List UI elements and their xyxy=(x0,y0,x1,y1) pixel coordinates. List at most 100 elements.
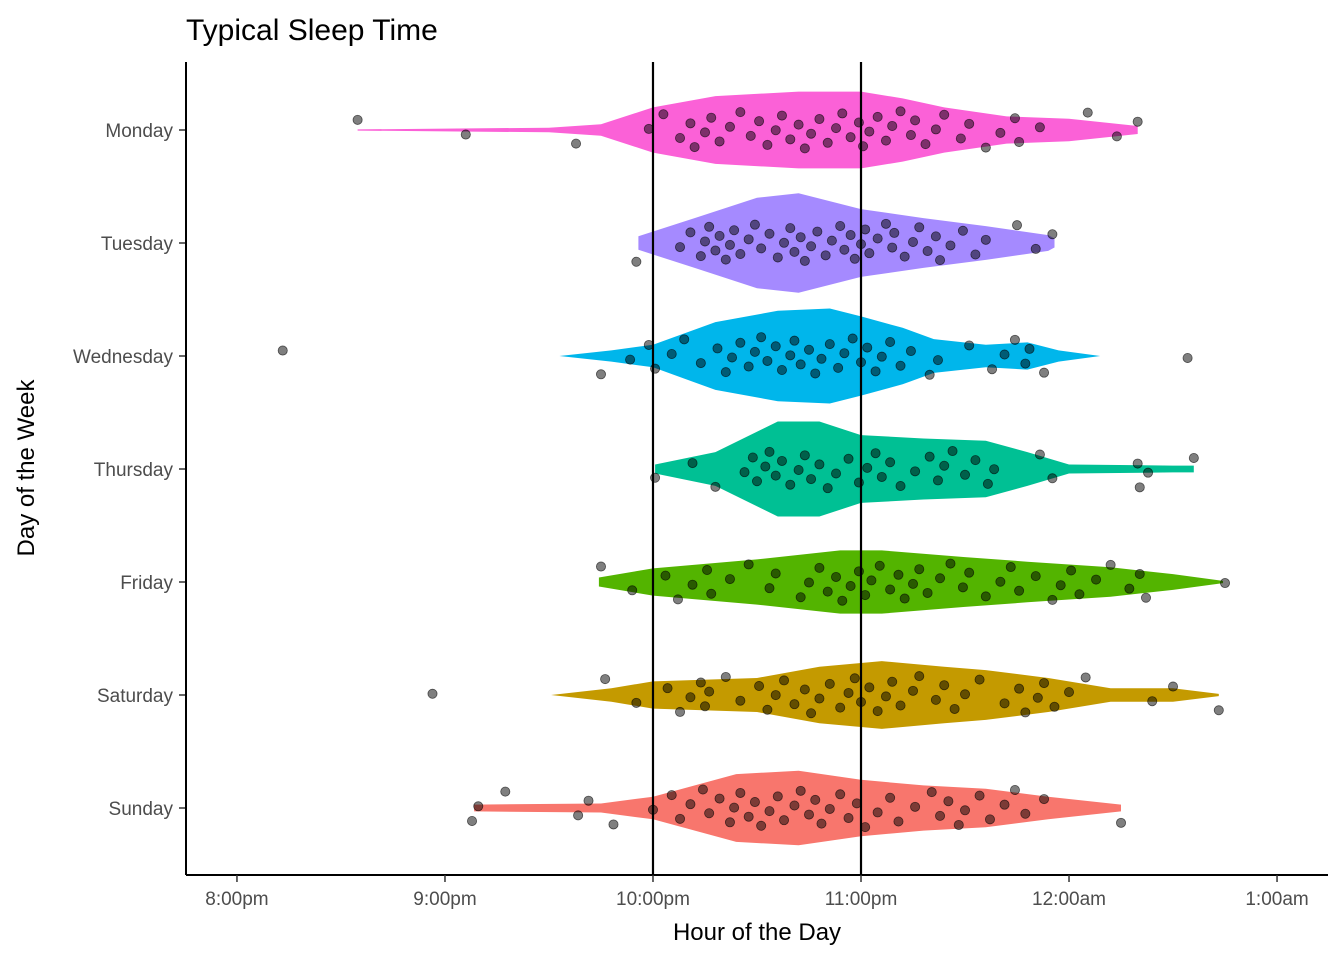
data-point-tuesday xyxy=(772,252,783,263)
data-point-wednesday xyxy=(824,339,835,350)
data-point-saturday xyxy=(872,706,883,717)
data-point-sunday xyxy=(500,786,511,797)
data-point-wednesday xyxy=(932,355,943,366)
data-point-thursday xyxy=(947,446,958,457)
data-point-thursday xyxy=(862,462,873,473)
data-point-thursday xyxy=(1143,467,1154,478)
data-point-tuesday xyxy=(820,250,831,261)
data-point-saturday xyxy=(908,685,919,696)
data-point-wednesday xyxy=(999,349,1010,360)
data-point-monday xyxy=(822,137,833,148)
data-point-tuesday xyxy=(980,234,991,245)
data-point-wednesday xyxy=(895,360,906,371)
data-point-tuesday xyxy=(860,224,871,235)
data-point-saturday xyxy=(720,671,731,682)
data-point-wednesday xyxy=(816,353,827,364)
data-point-tuesday xyxy=(799,255,810,266)
data-point-sunday xyxy=(974,790,985,801)
data-point-tuesday xyxy=(675,242,686,253)
data-point-sunday xyxy=(756,820,767,831)
data-point-monday xyxy=(685,118,696,129)
data-point-wednesday xyxy=(804,344,815,355)
data-point-wednesday xyxy=(695,358,706,369)
data-point-monday xyxy=(699,127,710,138)
x-tick-label: 10:00pm xyxy=(616,889,690,910)
data-point-monday xyxy=(905,130,916,141)
data-point-thursday xyxy=(831,468,842,479)
data-point-sunday xyxy=(872,807,883,818)
y-tick-label: Sunday xyxy=(109,799,174,820)
data-point-saturday xyxy=(600,674,611,685)
data-point-wednesday xyxy=(885,336,896,347)
data-point-wednesday xyxy=(1020,358,1031,369)
data-point-saturday xyxy=(864,682,875,693)
data-point-saturday xyxy=(662,683,673,694)
data-point-thursday xyxy=(876,471,887,482)
data-point-saturday xyxy=(895,700,906,711)
data-point-tuesday xyxy=(812,226,823,237)
x-tick-label: 11:00pm xyxy=(825,889,898,910)
data-point-sunday xyxy=(943,796,954,807)
data-point-tuesday xyxy=(806,241,817,252)
data-point-monday xyxy=(995,127,1006,138)
data-point-sunday xyxy=(860,822,871,833)
data-point-tuesday xyxy=(729,225,740,236)
data-point-friday xyxy=(795,592,806,603)
data-point-friday xyxy=(837,595,848,606)
data-point-tuesday xyxy=(880,218,891,229)
data-point-tuesday xyxy=(826,235,837,246)
data-point-monday xyxy=(714,136,725,147)
data-point-friday xyxy=(1091,574,1102,585)
data-point-wednesday xyxy=(964,340,975,351)
data-point-friday xyxy=(1074,589,1085,600)
data-point-saturday xyxy=(1168,681,1179,692)
data-point-monday xyxy=(675,132,686,143)
data-point-monday xyxy=(1009,113,1020,124)
data-point-friday xyxy=(874,560,885,571)
data-point-thursday xyxy=(982,478,993,489)
data-point-friday xyxy=(1047,594,1058,605)
data-point-sunday xyxy=(960,805,971,816)
data-point-thursday xyxy=(1047,473,1058,484)
data-point-saturday xyxy=(1064,687,1075,698)
data-point-thursday xyxy=(885,457,896,468)
data-point-tuesday xyxy=(795,232,806,243)
data-point-monday xyxy=(939,109,950,120)
data-point-monday xyxy=(735,107,746,118)
data-point-monday xyxy=(643,123,654,134)
data-point-monday xyxy=(858,141,869,152)
data-point-monday xyxy=(955,133,966,144)
data-point-saturday xyxy=(949,703,960,714)
data-point-saturday xyxy=(695,677,706,688)
data-point-saturday xyxy=(1049,701,1060,712)
data-point-thursday xyxy=(785,479,796,490)
data-point-saturday xyxy=(960,689,971,700)
data-point-thursday xyxy=(770,470,781,481)
data-point-sunday xyxy=(1039,794,1050,805)
data-point-monday xyxy=(980,142,991,153)
data-point-monday xyxy=(887,120,898,131)
data-point-sunday xyxy=(843,813,854,824)
data-point-friday xyxy=(935,573,946,584)
data-point-saturday xyxy=(631,697,642,708)
data-point-monday xyxy=(1014,136,1025,147)
data-point-tuesday xyxy=(899,251,910,262)
data-point-saturday xyxy=(1020,707,1031,718)
data-point-tuesday xyxy=(889,227,900,238)
y-tick-label: Saturday xyxy=(97,686,174,707)
data-point-tuesday xyxy=(1030,243,1041,254)
data-point-wednesday xyxy=(643,339,654,350)
data-point-wednesday xyxy=(795,359,806,370)
data-point-friday xyxy=(964,567,975,578)
data-point-saturday xyxy=(685,692,696,703)
data-point-saturday xyxy=(699,701,710,712)
data-point-wednesday xyxy=(277,345,288,356)
data-point-thursday xyxy=(814,459,825,470)
data-point-saturday xyxy=(880,691,891,702)
data-point-wednesday xyxy=(789,335,800,346)
data-point-tuesday xyxy=(864,248,875,259)
data-point-saturday xyxy=(427,688,438,699)
data-point-monday xyxy=(831,123,842,134)
data-point-tuesday xyxy=(779,237,790,248)
